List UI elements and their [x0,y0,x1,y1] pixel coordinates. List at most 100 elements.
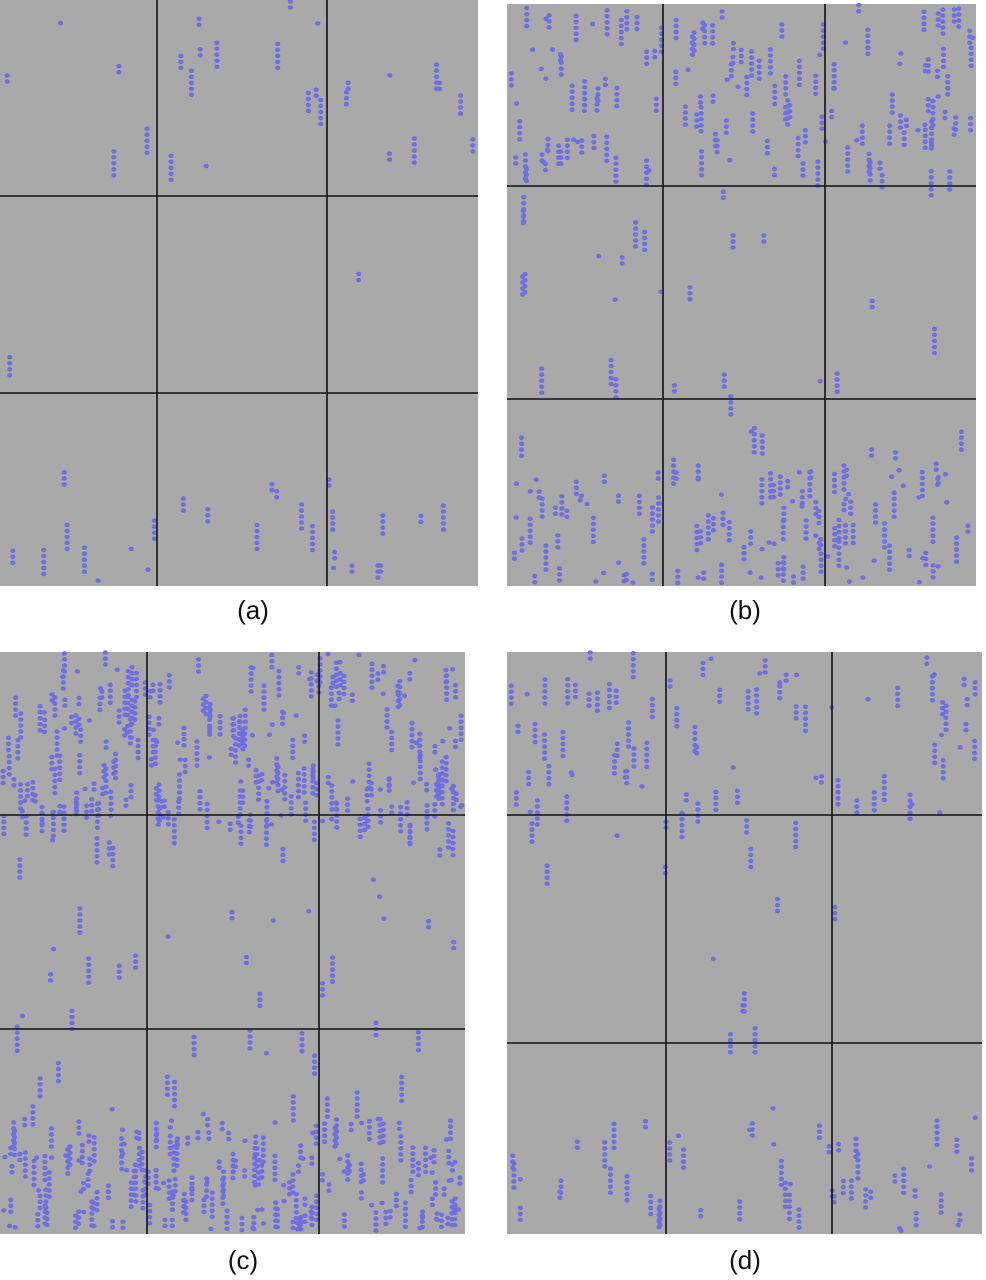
dot [136,1130,142,1136]
dot [532,573,538,579]
dot [895,697,901,703]
dot [968,121,974,127]
dot [305,102,311,108]
dot [5,735,11,741]
dot [734,800,741,806]
dot [762,658,768,663]
dot [938,1210,944,1215]
dot [261,683,267,688]
dot [189,1185,195,1191]
dot [341,1224,347,1229]
dot [695,575,701,580]
dot [42,723,48,729]
dot [362,821,368,827]
dot [565,683,571,688]
dot [604,13,610,19]
dot [796,64,803,70]
dot [759,489,765,494]
dot [573,31,579,37]
dot [968,45,974,51]
dot [417,749,423,755]
dot [189,1175,195,1181]
dot [450,795,456,801]
dot [319,1177,325,1183]
dot [767,47,774,52]
dot [834,383,840,389]
dot [775,567,781,572]
dot [520,286,526,291]
dot [251,1167,258,1173]
dot [587,650,593,655]
dot [242,725,248,731]
dot [273,1212,279,1217]
dot [815,159,821,164]
dot [529,833,535,838]
dot [250,665,256,671]
dot [188,92,194,98]
dot [774,896,781,902]
dot [508,683,514,688]
dot [290,1100,296,1105]
dot [591,145,597,151]
dot [314,1205,320,1211]
dot [542,738,548,743]
dot [431,1148,437,1153]
dot [299,1048,305,1054]
dot [228,752,234,758]
dot [61,476,67,481]
dot [871,796,877,801]
dot [274,774,280,779]
dot [919,481,925,487]
dot [256,797,262,803]
dot [881,785,887,791]
dot [162,1217,168,1223]
dot [282,797,288,802]
dot [280,846,286,852]
dot [239,1215,245,1221]
dot [754,687,760,692]
dot [683,792,689,797]
dot [356,271,362,277]
dot [8,1209,14,1215]
dot [816,1123,823,1128]
dot [151,536,157,541]
dot [60,674,66,679]
dot [86,974,92,980]
dot [604,8,610,13]
dot [643,158,650,164]
dot [939,712,946,717]
dot [819,114,825,120]
dot [934,1136,940,1142]
dot [369,685,375,691]
dot [18,794,24,799]
dot [377,787,383,792]
dot [435,774,441,779]
dot [816,508,822,514]
dot [263,830,269,835]
dot [206,1130,212,1135]
dot [181,737,187,742]
dot [450,846,456,852]
dot [188,80,194,86]
dot [699,167,705,172]
dot [329,801,335,806]
dot [967,40,973,46]
dot [930,533,936,538]
dot [290,1172,296,1177]
dot [447,1118,454,1123]
dot [73,805,79,811]
dot [557,578,563,583]
dot [116,720,122,725]
dot [242,713,248,719]
dot [649,523,656,528]
dot [30,797,36,803]
dot [579,150,585,155]
dot [748,858,754,864]
dot [582,85,588,90]
dot [451,939,457,945]
dot [607,1178,614,1183]
dot [564,818,570,823]
dot [741,556,747,562]
dot [148,757,154,762]
dot [853,1154,859,1160]
